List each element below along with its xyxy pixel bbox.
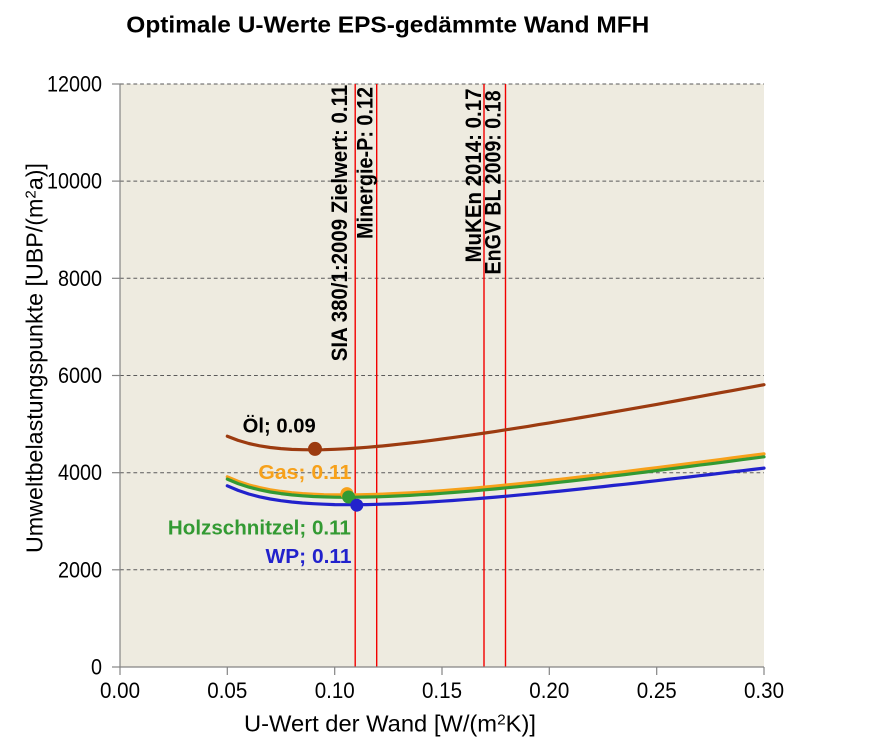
svg-text:0.10: 0.10: [315, 678, 355, 703]
svg-text:Öl; 0.09: Öl; 0.09: [243, 415, 316, 438]
svg-text:WP; 0.11: WP; 0.11: [266, 546, 352, 568]
svg-text:0.20: 0.20: [529, 678, 569, 703]
svg-text:0.25: 0.25: [637, 678, 677, 703]
svg-text:Gas; 0.11: Gas; 0.11: [258, 462, 351, 484]
svg-text:8000: 8000: [58, 266, 102, 291]
svg-text:12000: 12000: [47, 72, 102, 97]
svg-text:Holzschnitzel; 0.11: Holzschnitzel; 0.11: [168, 518, 351, 540]
svg-text:0: 0: [91, 655, 102, 680]
svg-text:0.30: 0.30: [744, 678, 784, 703]
svg-text:U-Wert der Wand [W/(m2K)]: U-Wert der Wand [W/(m 2K)]: [244, 711, 536, 737]
svg-text:EnGV BL 2009: 0.18: EnGV BL 2009: 0.18: [481, 91, 506, 275]
svg-text:10000: 10000: [47, 169, 102, 194]
svg-text:SIA 380/1:2009 Zielwert: 0.11: SIA 380/1:2009 Zielwert: 0.11: [327, 85, 352, 362]
svg-text:6000: 6000: [58, 363, 102, 388]
svg-text:2000: 2000: [58, 557, 102, 582]
svg-text:MuKEn 2014: 0.17: MuKEn 2014: 0.17: [461, 89, 486, 263]
svg-text:0.15: 0.15: [422, 678, 462, 703]
svg-text:0.05: 0.05: [207, 678, 247, 703]
svg-text:4000: 4000: [58, 460, 102, 485]
svg-text:Umweltbelastungspunkte [UBP/(: Umweltbelastungspunkte [UBP/(m2a)]: [22, 163, 48, 553]
svg-text:Optimale U-Werte EPS-gedämmte: Optimale U-Werte EPS-gedämmte Wand MFH: [126, 12, 649, 38]
svg-text:0.00: 0.00: [100, 678, 140, 703]
svg-text:Minergie-P: 0.12: Minergie-P: 0.12: [353, 87, 378, 239]
